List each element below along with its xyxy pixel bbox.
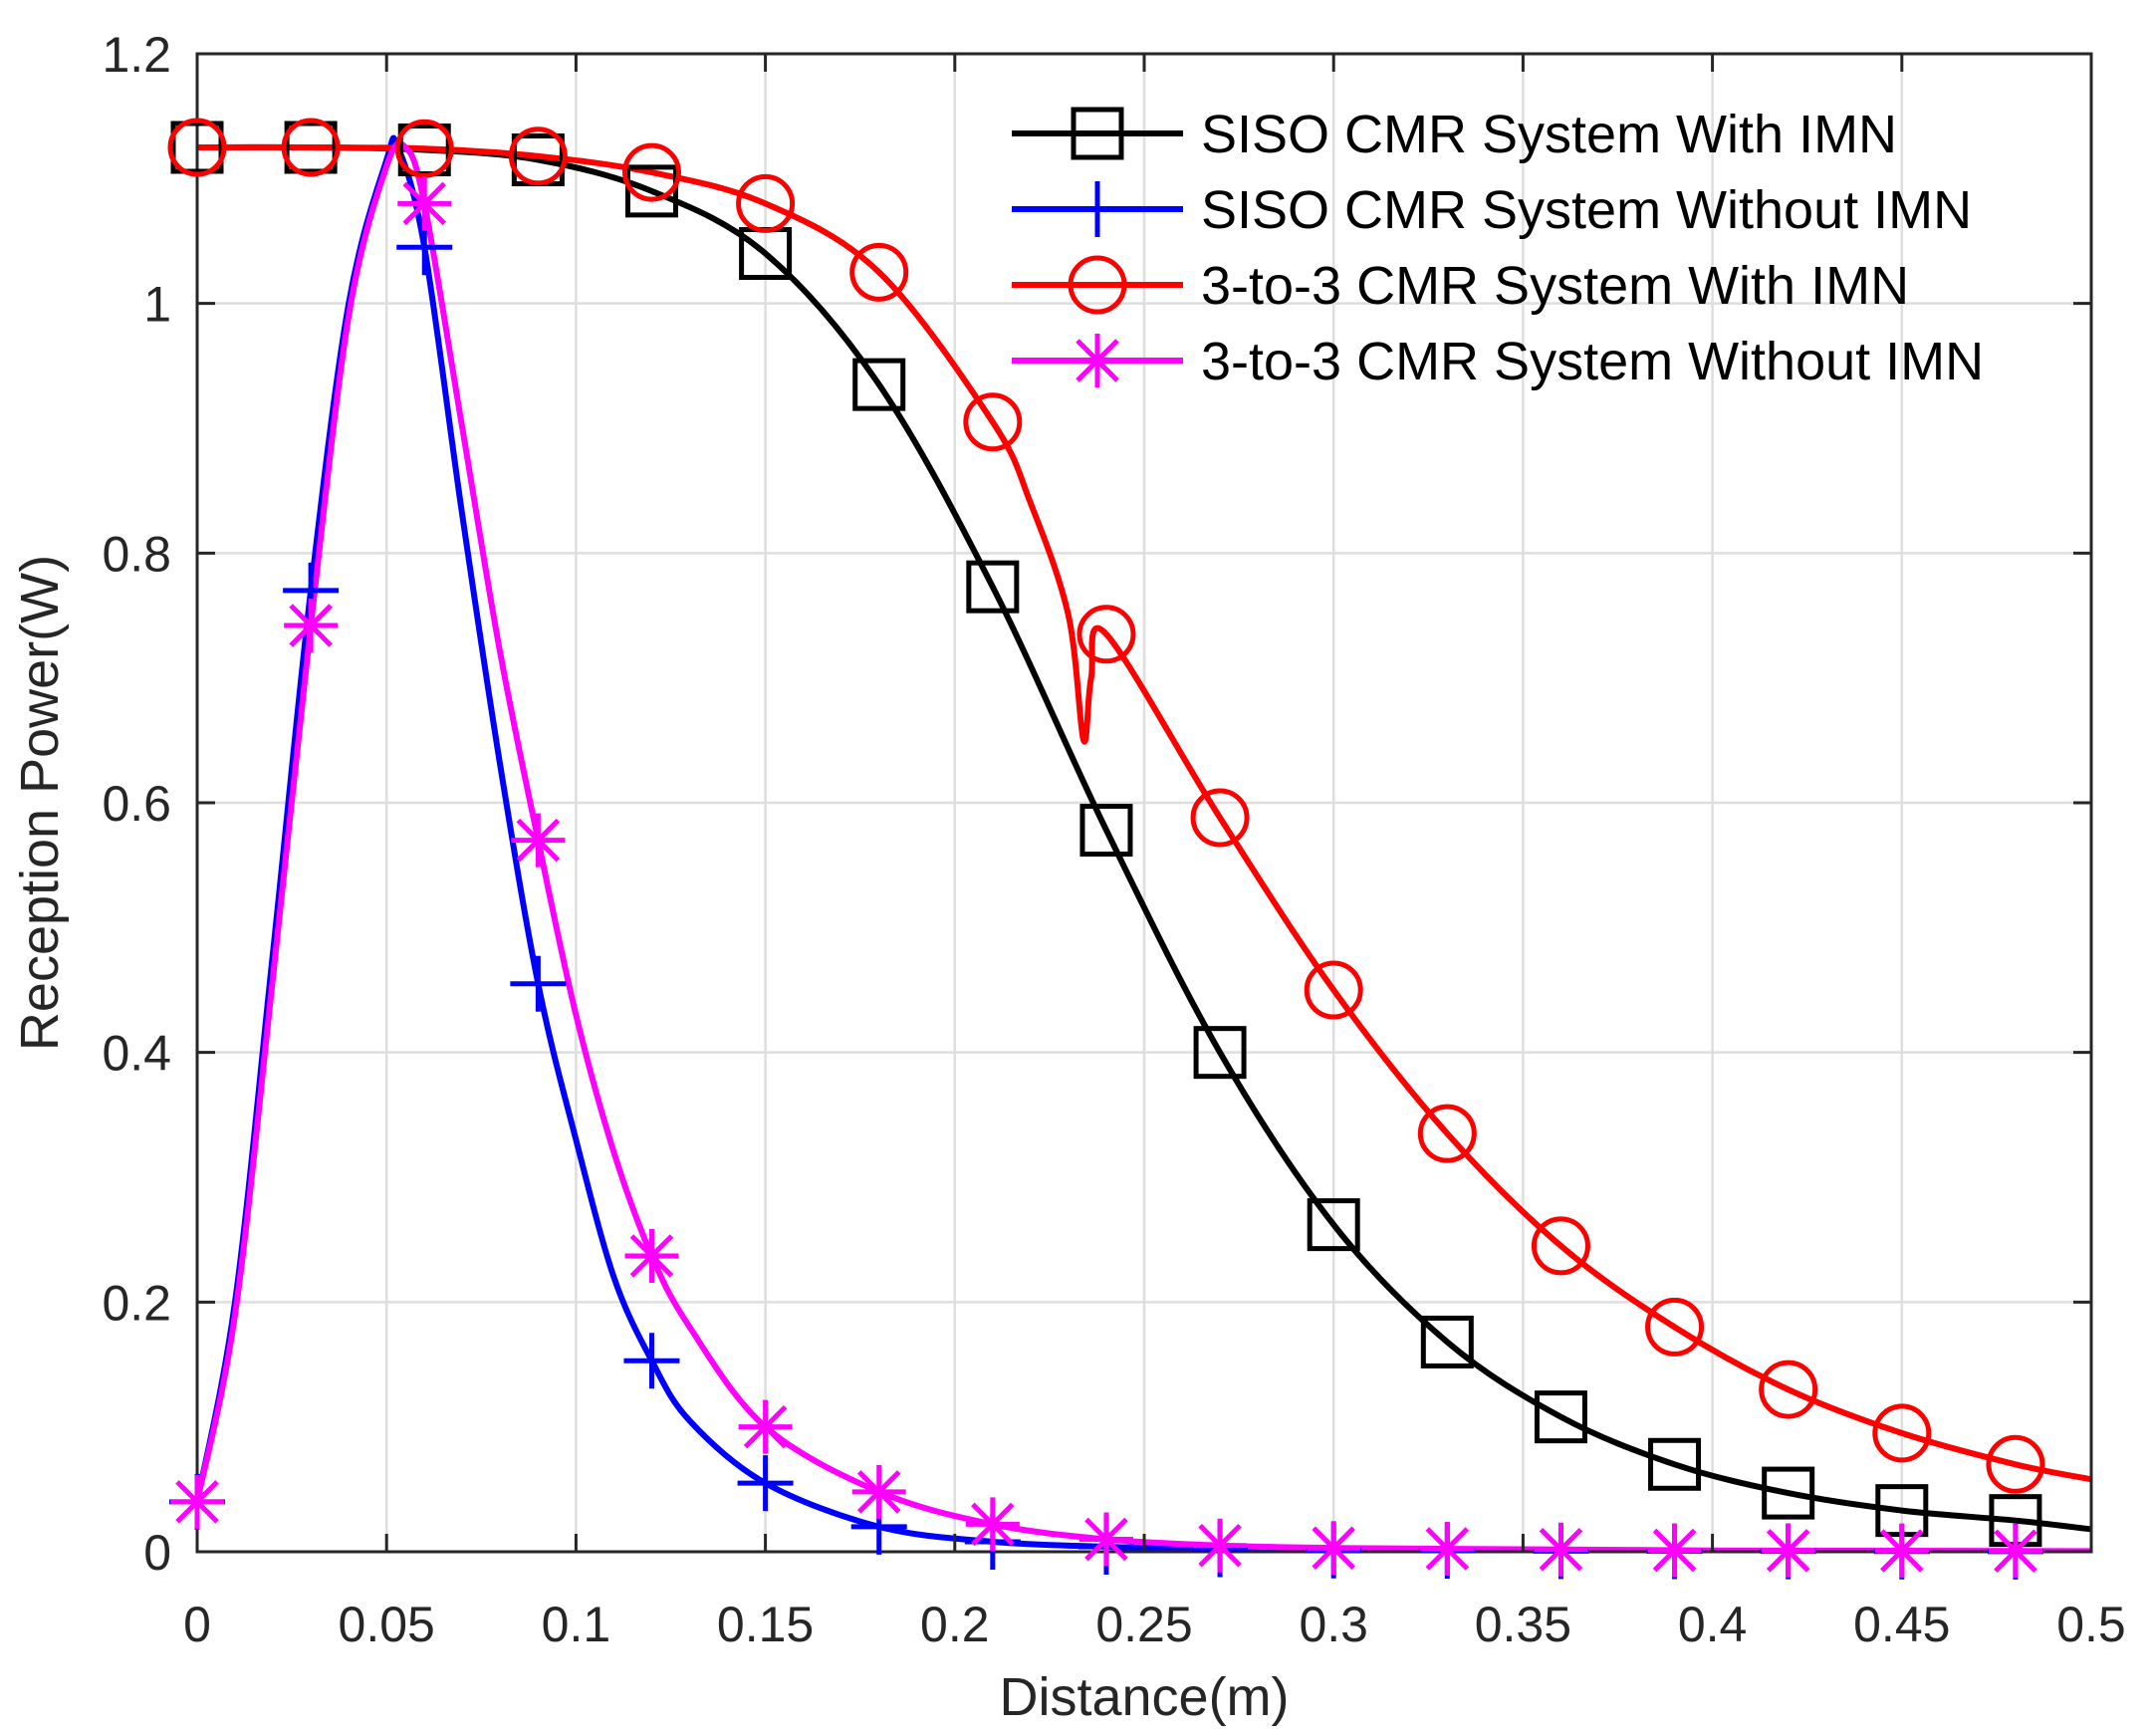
legend-marker-4: [1071, 334, 1124, 387]
data-point-series-1: [1534, 1390, 1587, 1444]
marker-group: [167, 118, 2045, 1580]
data-point-series-3: [394, 119, 454, 178]
x-axis-title: Distance(m): [999, 1667, 1289, 1727]
x-tick-label: 0.5: [2056, 1597, 2126, 1652]
data-point-series-4: [1761, 1523, 1815, 1578]
data-point-series-3: [1531, 1216, 1590, 1276]
legend-marker-2: [1070, 181, 1125, 237]
y-tick-label: 0.6: [102, 776, 171, 832]
data-point-series-4: [1534, 1522, 1588, 1577]
data-point-series-1: [1420, 1315, 1474, 1368]
data-point-series-4: [511, 813, 566, 868]
data-point-series-1: [966, 560, 1020, 614]
data-point-series-4: [1193, 1518, 1248, 1573]
x-tick-label: 0.4: [1678, 1597, 1748, 1652]
data-point-series-3: [1759, 1360, 1818, 1419]
data-point-series-3: [1645, 1297, 1705, 1357]
legend-marker-1: [1071, 107, 1124, 160]
legend-label-4: 3-to-3 CMR System Without IMN: [1201, 332, 1984, 391]
grid: [197, 54, 2091, 1552]
data-point-series-4: [738, 1399, 793, 1454]
data-point-series-1: [852, 358, 906, 411]
data-point-series-3: [167, 118, 227, 177]
data-point-series-4: [1307, 1521, 1361, 1576]
data-point-series-1: [170, 121, 224, 174]
data-point-series-4: [1647, 1523, 1702, 1578]
data-point-series-3: [963, 392, 1023, 452]
data-point-series-1: [1648, 1437, 1702, 1491]
data-point-series-4: [170, 1474, 224, 1529]
legend-label-1: SISO CMR System With IMN: [1201, 105, 1897, 164]
x-tick-label: 0.2: [920, 1597, 990, 1652]
data-point-series-4: [1988, 1524, 2042, 1579]
data-point-series-3: [736, 173, 796, 233]
data-point-series-3: [508, 126, 568, 186]
data-point-series-3: [1304, 960, 1363, 1020]
data-point-series-3: [1872, 1403, 1932, 1463]
data-point-series-1: [1307, 1198, 1360, 1252]
legend-marker-3: [1068, 255, 1127, 315]
legend: SISO CMR System With IMN SISO CMR System …: [1012, 105, 1984, 391]
data-point-series-3: [621, 142, 681, 202]
data-point-series-4: [1874, 1524, 1929, 1578]
legend-label-2: SISO CMR System Without IMN: [1201, 180, 1972, 240]
x-tick-label: 0: [183, 1597, 211, 1652]
x-tick-label: 0.1: [542, 1597, 611, 1652]
x-tick-label: 0.45: [1853, 1597, 1950, 1652]
data-point-series-1: [624, 164, 678, 218]
series-line-1: [197, 143, 2091, 1533]
x-tick-label: 0.25: [1095, 1597, 1192, 1652]
data-point-series-4: [1078, 1512, 1133, 1567]
data-point-series-4: [624, 1228, 679, 1283]
data-point-series-3: [1986, 1434, 2045, 1494]
data-point-series-3: [1190, 788, 1250, 848]
axis-ticks: 0 0.05 0.1 0.15 0.2 0.25 0.3 0.35 0.4 0.45 0.5 0 0.2…: [102, 27, 2125, 1652]
y-tick-label: 0.2: [102, 1275, 171, 1331]
data-point-series-2: [510, 955, 567, 1012]
data-point-series-1: [1079, 804, 1133, 858]
data-point-series-3: [1076, 605, 1136, 664]
y-tick-label: 0: [143, 1525, 171, 1581]
y-tick-label: 1: [143, 277, 171, 333]
x-tick-label: 0.05: [339, 1597, 435, 1652]
data-point-series-4: [851, 1464, 906, 1519]
data-point-series-1: [284, 121, 338, 174]
y-tick-label: 0.4: [102, 1026, 171, 1082]
data-point-series-2: [623, 1333, 680, 1389]
data-point-series-1: [1193, 1026, 1247, 1080]
data-point-series-4: [284, 599, 339, 653]
data-point-series-3: [281, 118, 341, 177]
x-tick-label: 0.15: [717, 1597, 814, 1652]
x-tick-label: 0.3: [1299, 1597, 1368, 1652]
data-point-series-4: [965, 1497, 1020, 1552]
legend-label-3: 3-to-3 CMR System With IMN: [1201, 256, 1909, 316]
data-point-series-4: [1420, 1521, 1475, 1576]
data-point-series-1: [1762, 1466, 1815, 1520]
data-point-series-2: [737, 1455, 794, 1512]
y-tick-label: 0.8: [102, 526, 171, 582]
data-point-series-4: [397, 176, 452, 231]
data-point-series-3: [849, 242, 909, 302]
y-axis-title: Reception Power(W): [10, 555, 70, 1051]
x-tick-label: 0.35: [1475, 1597, 1571, 1652]
data-point-series-3: [1417, 1104, 1477, 1163]
y-tick-label: 1.2: [102, 27, 171, 83]
